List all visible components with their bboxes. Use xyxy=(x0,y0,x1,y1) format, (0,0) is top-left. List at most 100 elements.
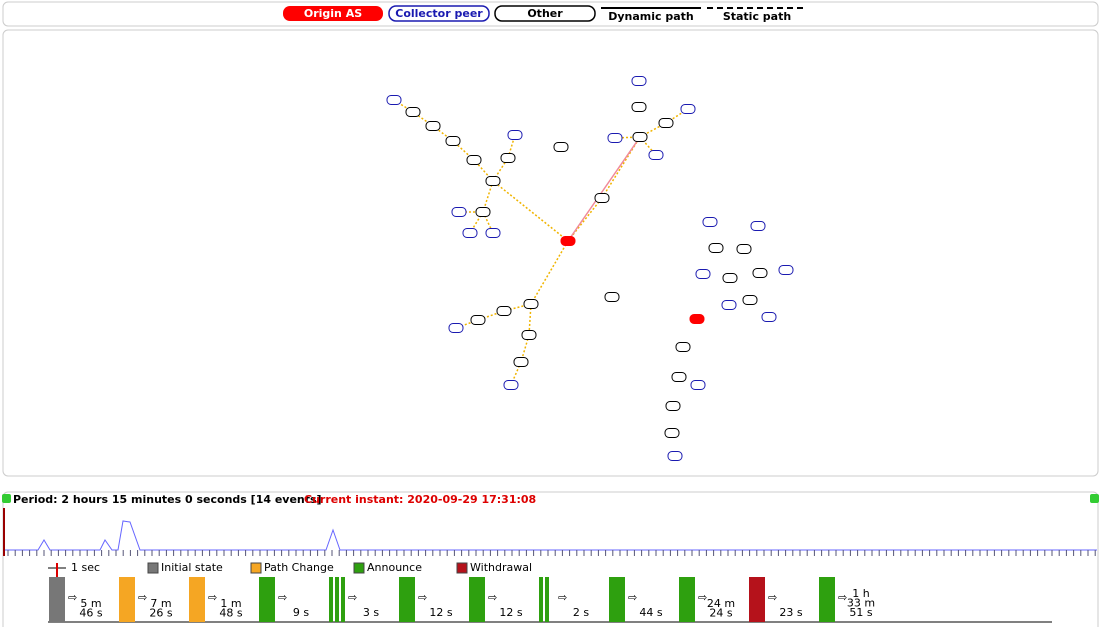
as-node[interactable] xyxy=(631,76,647,86)
edge xyxy=(530,240,569,305)
period: Period: 2 hours 15 minutes 0 seconds [14… xyxy=(13,493,322,506)
event-legend-swatch xyxy=(250,562,262,574)
as-node[interactable] xyxy=(513,357,529,367)
as-node[interactable] xyxy=(708,243,724,253)
as-node[interactable] xyxy=(485,176,501,186)
interval-label: 7 m xyxy=(150,597,171,610)
zoom-left[interactable] xyxy=(2,494,11,503)
as-node[interactable] xyxy=(667,451,683,461)
as-node[interactable] xyxy=(675,342,691,352)
graph xyxy=(386,76,794,461)
legend-other-label: Other xyxy=(527,7,563,20)
edge xyxy=(482,180,494,213)
as-node[interactable] xyxy=(485,228,501,238)
as-node[interactable] xyxy=(631,102,647,112)
edge xyxy=(528,303,532,336)
ticks xyxy=(7,550,1096,556)
as-node[interactable] xyxy=(736,244,752,254)
interval-label: 3 s xyxy=(363,606,379,619)
event-legend-swatch xyxy=(147,562,159,574)
interval-label: 1 m xyxy=(220,597,241,610)
as-node[interactable] xyxy=(752,268,768,278)
legend-origin-label: Origin AS xyxy=(304,7,362,20)
as-node[interactable] xyxy=(466,155,482,165)
as-node[interactable] xyxy=(689,314,705,324)
as-node[interactable] xyxy=(665,401,681,411)
event-bar[interactable] xyxy=(539,577,543,622)
event-bar[interactable] xyxy=(259,577,275,622)
event-bar[interactable] xyxy=(469,577,485,622)
as-node[interactable] xyxy=(658,118,674,128)
event-bar[interactable] xyxy=(609,577,625,622)
event-bar[interactable] xyxy=(189,577,205,622)
as-node[interactable] xyxy=(386,95,402,105)
as-node[interactable] xyxy=(496,306,512,316)
as-node[interactable] xyxy=(604,292,620,302)
as-node[interactable] xyxy=(470,315,486,325)
as-node[interactable] xyxy=(632,132,648,142)
as-node[interactable] xyxy=(680,104,696,114)
event-bar[interactable] xyxy=(545,577,549,622)
event-arrow: ⇨ xyxy=(698,591,707,604)
event-arrow: ⇨ xyxy=(138,591,147,604)
event-bar[interactable] xyxy=(679,577,695,622)
interval-label: 1 h xyxy=(852,587,869,600)
event-bar[interactable] xyxy=(49,577,65,622)
event-arrow: ⇨ xyxy=(418,591,427,604)
interval-label: 5 m xyxy=(80,597,101,610)
event-legend-swatch xyxy=(353,562,365,574)
interval-label: 48 s xyxy=(219,607,242,620)
event-bar[interactable] xyxy=(819,577,835,622)
legend-static-label: Static path xyxy=(723,10,791,23)
legend-collector[interactable] xyxy=(388,5,490,22)
as-node[interactable] xyxy=(521,330,537,340)
interval-label: 44 s xyxy=(639,606,662,619)
interval-label: 23 s xyxy=(779,606,802,619)
as-node[interactable] xyxy=(742,295,758,305)
as-node[interactable] xyxy=(750,221,766,231)
as-node[interactable] xyxy=(425,121,441,131)
as-node[interactable] xyxy=(503,380,519,390)
as-node[interactable] xyxy=(448,323,464,333)
dynamic-edge xyxy=(567,136,641,242)
as-node[interactable] xyxy=(761,312,777,322)
event-legend-label: Withdrawal xyxy=(470,561,532,574)
event-arrow: ⇨ xyxy=(68,591,77,604)
as-node[interactable] xyxy=(695,269,711,279)
as-node[interactable] xyxy=(607,133,623,143)
as-node[interactable] xyxy=(553,142,569,152)
legend-origin[interactable] xyxy=(283,6,383,21)
as-node[interactable] xyxy=(507,130,523,140)
event-arrow: ⇨ xyxy=(208,591,217,604)
event-bar[interactable] xyxy=(335,577,339,622)
as-node[interactable] xyxy=(451,207,467,217)
event-bar[interactable] xyxy=(119,577,135,622)
as-node[interactable] xyxy=(500,153,516,163)
as-node[interactable] xyxy=(702,217,718,227)
as-node[interactable] xyxy=(722,273,738,283)
event-bar[interactable] xyxy=(341,577,345,622)
zoom-right[interactable] xyxy=(1090,494,1099,503)
as-node[interactable] xyxy=(475,207,491,217)
event-legend-label: Announce xyxy=(367,561,422,574)
as-node[interactable] xyxy=(721,300,737,310)
as-node[interactable] xyxy=(664,428,680,438)
as-node[interactable] xyxy=(405,107,421,117)
event-bar[interactable] xyxy=(749,577,765,622)
legend-other[interactable] xyxy=(494,5,596,22)
as-node[interactable] xyxy=(523,299,539,309)
as-node[interactable] xyxy=(778,265,794,275)
as-node[interactable] xyxy=(690,380,706,390)
as-node[interactable] xyxy=(671,372,687,382)
event-legend-swatch xyxy=(456,562,468,574)
as-node[interactable] xyxy=(594,193,610,203)
edge xyxy=(492,180,569,242)
event-arrow: ⇨ xyxy=(348,591,357,604)
as-node[interactable] xyxy=(445,136,461,146)
as-node[interactable] xyxy=(462,228,478,238)
as-node[interactable] xyxy=(648,150,664,160)
as-node[interactable] xyxy=(560,236,576,246)
event-arrow: ⇨ xyxy=(838,591,847,604)
event-bar[interactable] xyxy=(399,577,415,622)
event-bar[interactable] xyxy=(329,577,333,622)
